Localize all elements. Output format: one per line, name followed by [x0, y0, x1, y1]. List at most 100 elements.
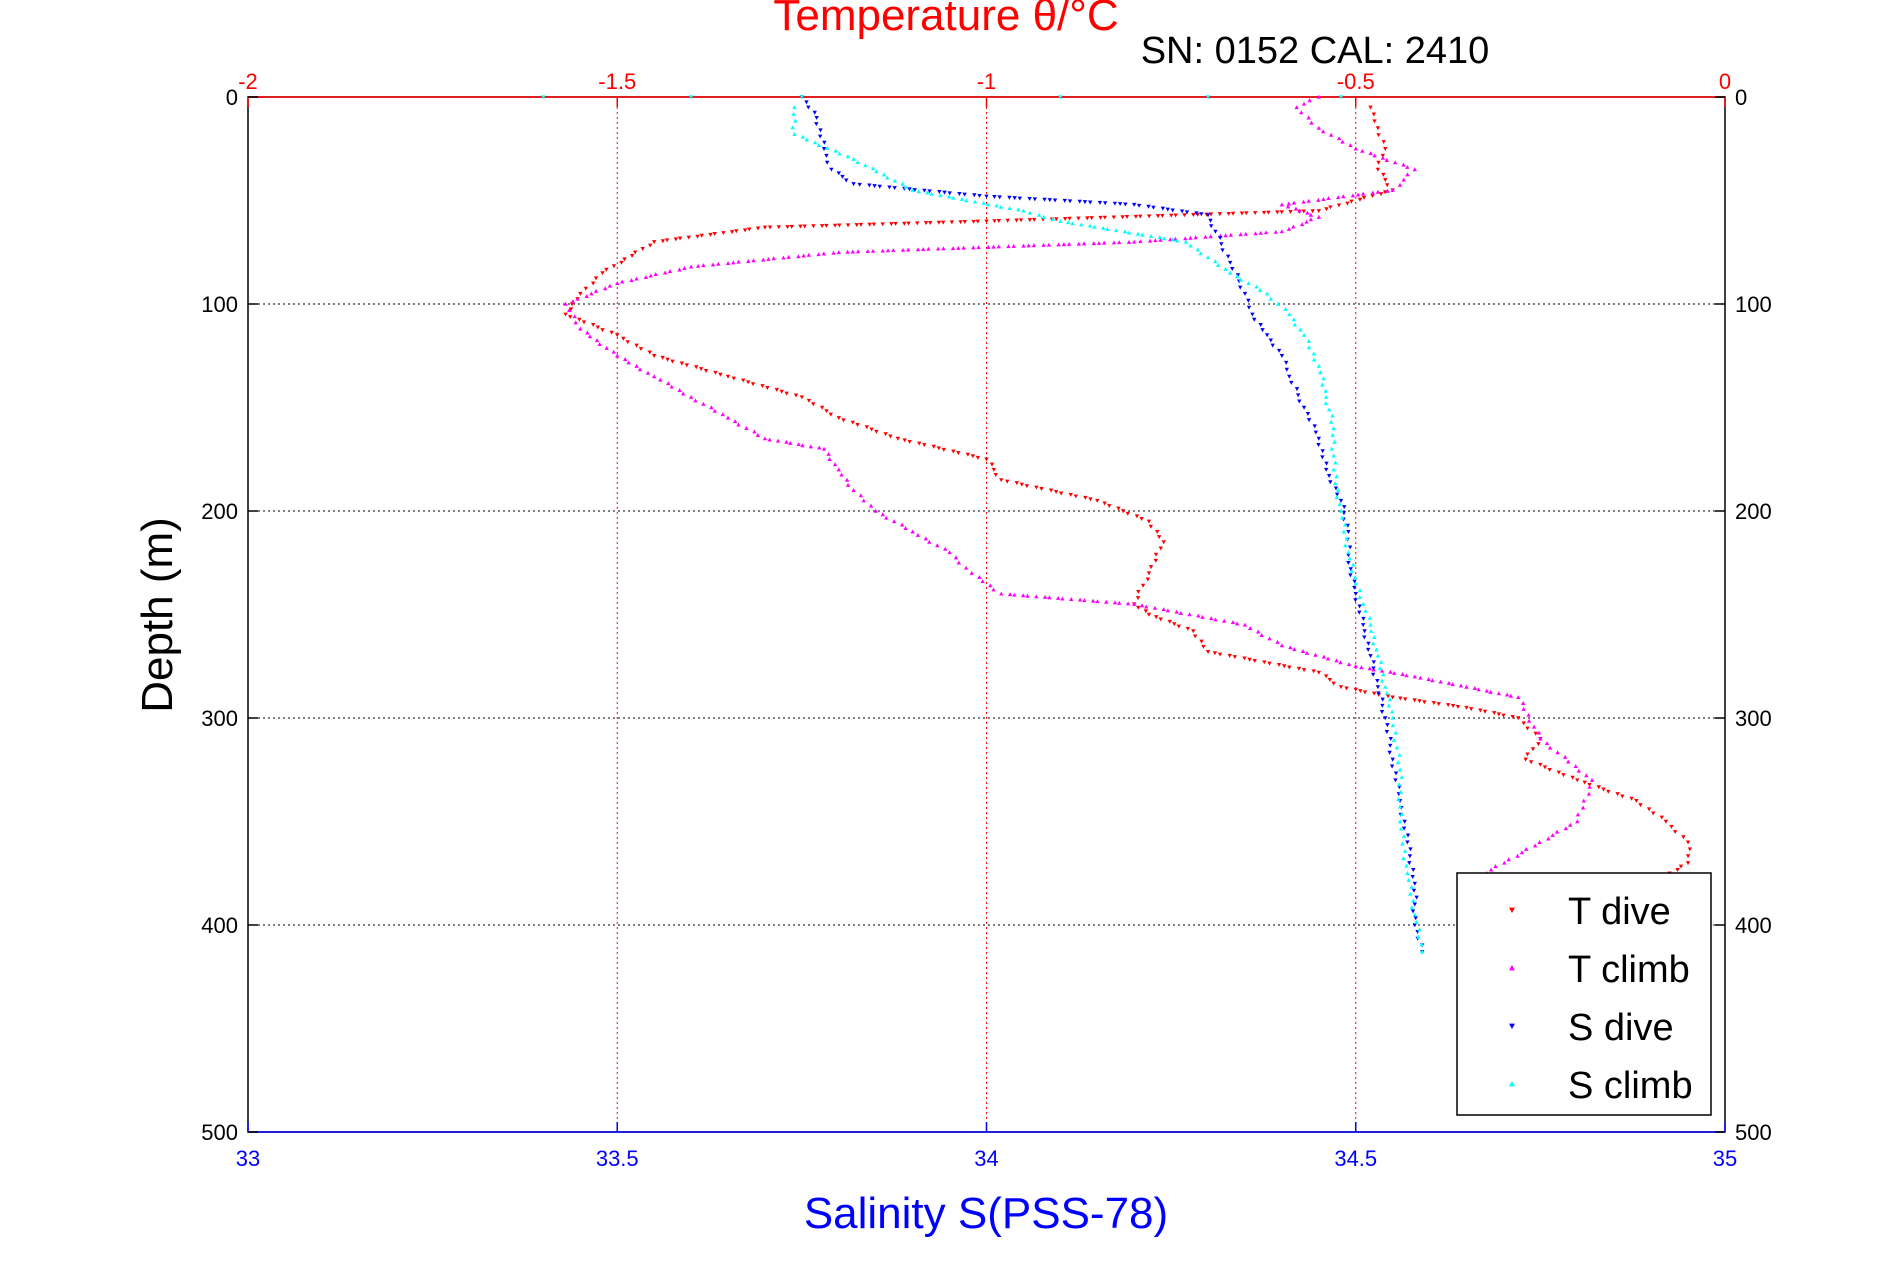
t-dive-point: [931, 444, 936, 449]
s-climb-point: [1338, 508, 1344, 513]
y-tick-label-left: 200: [201, 499, 238, 524]
s-dive-point: [1284, 367, 1290, 372]
s-dive-point: [1179, 209, 1185, 214]
t-climb-point: [648, 273, 654, 278]
t-dive-point: [1146, 214, 1152, 219]
t-climb-point: [956, 245, 961, 250]
y-tick-label-right: 100: [1735, 292, 1772, 317]
s-climb-point: [1254, 284, 1259, 289]
t-dive-point: [1039, 487, 1044, 492]
y-tick-label-right: 500: [1735, 1120, 1772, 1145]
s-dive-point: [1268, 338, 1274, 343]
t-climb-point: [827, 457, 832, 462]
t-climb-point: [1412, 674, 1418, 679]
t-dive-point: [1376, 133, 1381, 138]
t-dive-point: [845, 223, 851, 228]
t-dive-point: [609, 330, 614, 335]
t-climb-point: [1524, 846, 1529, 851]
t-dive-point: [958, 220, 963, 225]
t-dive-point: [1412, 698, 1417, 703]
t-climb-point: [1208, 234, 1213, 239]
t-dive-point: [1018, 218, 1024, 223]
t-dive-point: [1536, 742, 1541, 747]
t-dive-point: [1058, 491, 1064, 496]
s-dive-point: [1334, 492, 1340, 497]
s-climb-point: [1122, 229, 1128, 234]
top-tick-label: -1.5: [598, 69, 636, 94]
s-dive-point: [1342, 505, 1347, 510]
t-climb-point: [1576, 768, 1581, 773]
t-dive-point: [1638, 803, 1643, 808]
t-dive-point: [1678, 864, 1684, 869]
s-climb-point: [1397, 819, 1403, 824]
t-dive-point: [811, 402, 816, 407]
s-dive-point: [992, 194, 997, 199]
t-dive-point: [1669, 824, 1674, 829]
t-dive-point: [1556, 770, 1562, 775]
t-dive-point: [1651, 811, 1656, 816]
s-dive-point: [1283, 360, 1289, 365]
t-dive-point: [907, 439, 912, 444]
t-climb-point: [1046, 242, 1052, 247]
t-climb-point: [1132, 601, 1137, 606]
t-dive-point: [1436, 702, 1441, 707]
s-climb-point: [985, 202, 991, 207]
t-dive-point: [563, 312, 568, 317]
t-climb-point: [988, 583, 993, 588]
t-dive-point: [1155, 214, 1161, 219]
s-climb-point: [1383, 684, 1388, 689]
s-dive-point: [1410, 909, 1416, 914]
t-climb-point: [817, 445, 822, 450]
t-dive-point: [1378, 192, 1384, 197]
t-climb-point: [1238, 232, 1243, 237]
s-climb-point: [1395, 760, 1401, 765]
t-dive-point: [779, 389, 784, 394]
s-climb-point: [1161, 236, 1167, 241]
t-climb-point: [695, 263, 701, 268]
t-climb-point: [755, 432, 761, 437]
s-dive-point: [984, 194, 989, 199]
t-dive-point: [1672, 830, 1678, 835]
t-climb-point: [1090, 598, 1096, 603]
t-dive-point: [1107, 504, 1112, 509]
t-dive-point: [638, 347, 644, 352]
s-climb-point: [1329, 419, 1334, 424]
t-dive-point: [1067, 216, 1072, 221]
t-dive-point: [1358, 689, 1363, 694]
t-climb-point: [1174, 609, 1179, 614]
t-climb-point: [821, 446, 827, 451]
t-dive-point: [917, 441, 922, 446]
s-dive-point: [844, 178, 849, 183]
t-climb-point: [1299, 110, 1304, 115]
t-climb-point: [858, 493, 864, 498]
t-dive-point: [1146, 612, 1152, 617]
t-climb-point: [1234, 621, 1240, 626]
s-climb-point: [1105, 227, 1110, 232]
t-dive-point: [1445, 703, 1451, 708]
t-climb-point: [1397, 182, 1403, 187]
t-climb-point: [1521, 706, 1526, 711]
s-dive-point: [1326, 474, 1332, 479]
t-climb-point: [832, 462, 838, 467]
t-climb-point: [1589, 777, 1595, 782]
s-dive-point: [1352, 585, 1357, 590]
s-climb-point: [1100, 225, 1106, 230]
s-climb-point: [1066, 220, 1071, 225]
t-dive-point: [999, 478, 1004, 483]
t-climb-point: [900, 247, 906, 252]
t-climb-point: [1308, 217, 1314, 222]
t-climb-point: [1328, 132, 1334, 137]
t-climb-point: [991, 587, 996, 592]
t-dive-point: [1533, 731, 1538, 736]
t-climb-point: [836, 467, 841, 472]
s-dive-point: [1246, 305, 1252, 310]
s-dive-point: [1388, 743, 1393, 748]
s-climb-point: [885, 175, 890, 180]
s-dive-point: [1366, 641, 1371, 646]
s-climb-point: [1320, 382, 1325, 387]
s-climb-point: [1135, 231, 1141, 236]
t-dive-point: [1027, 218, 1033, 223]
t-climb-point: [1158, 237, 1163, 242]
t-climb-point: [766, 256, 771, 261]
t-dive-point: [1659, 815, 1665, 820]
